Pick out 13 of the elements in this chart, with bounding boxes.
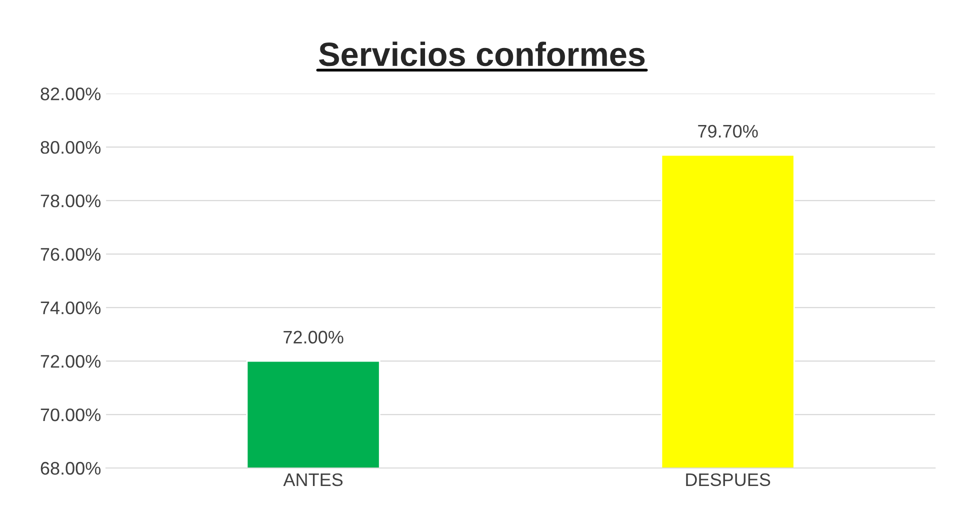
y-tick-label: 80.00% <box>40 141 101 154</box>
y-tick-label: 74.00% <box>40 301 101 314</box>
y-tick-label: 76.00% <box>40 248 101 261</box>
chart-title: Servicios conformes <box>319 42 645 66</box>
y-tick-label: 68.00% <box>40 462 101 475</box>
x-tick-label: DESPUES <box>686 473 770 486</box>
data-label: 72.00% <box>284 330 344 344</box>
data-label: 79.70% <box>698 124 758 138</box>
y-tick-label: 78.00% <box>40 194 101 208</box>
y-tick-label: 82.00% <box>40 88 101 100</box>
x-tick-label: ANTES <box>283 473 343 486</box>
y-tick-label: 70.00% <box>40 408 101 422</box>
y-tick-label: 72.00% <box>40 354 101 368</box>
